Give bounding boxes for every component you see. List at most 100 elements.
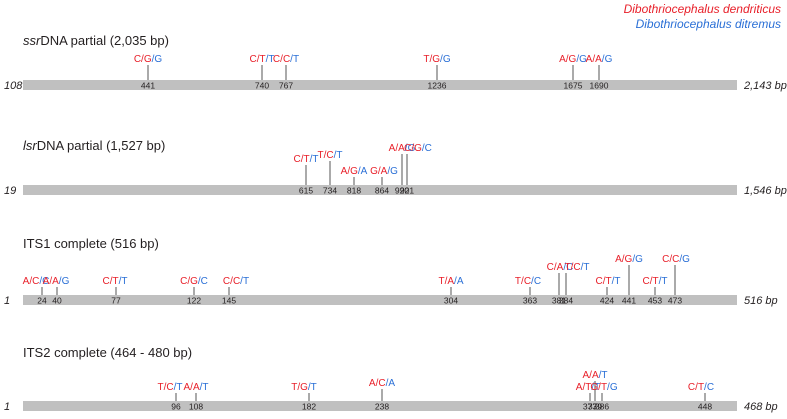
allele-separator: /	[589, 370, 592, 381]
allele-base: G	[390, 166, 398, 177]
allele-base: T	[291, 382, 297, 393]
allele-base: T	[312, 154, 318, 165]
allele-base: A	[576, 382, 583, 393]
variable-site: 381 C/A/C	[547, 262, 574, 306]
site-position-label: 864	[375, 186, 389, 196]
allele-separator: /	[280, 54, 283, 65]
allele-label: C/A/C	[547, 262, 574, 273]
allele-base: G	[432, 54, 440, 65]
allele-label: C/C/T	[273, 54, 299, 65]
allele-separator: /	[659, 276, 662, 287]
allele-base: T	[311, 382, 317, 393]
allele-label: A/G/G	[615, 254, 643, 265]
allele-separator: /	[334, 150, 337, 161]
allele-base: A	[381, 166, 388, 177]
allele-base: C	[32, 276, 39, 287]
end-position-label: 468 bp	[744, 401, 778, 413]
allele-base: G	[300, 382, 308, 393]
allele-base: C	[42, 276, 49, 287]
legend-entry-dendriticus: Dibothriocephalus dendriticus	[624, 2, 781, 16]
locus-title: ssrDNA partial (2,035 bp)	[23, 33, 169, 48]
allele-separator: /	[521, 276, 524, 287]
allele-separator: /	[454, 276, 457, 287]
allele-base: T	[601, 370, 607, 381]
allele-separator: /	[230, 276, 233, 287]
allele-base: A	[615, 254, 622, 265]
variable-site: 96T/C/T	[157, 382, 182, 412]
locus-title-rest: DNA partial (1,527 bp)	[37, 138, 166, 153]
allele-base: C	[662, 254, 669, 265]
allele-base: G	[154, 54, 162, 65]
allele-separator: /	[632, 254, 635, 265]
allele-separator: /	[119, 276, 122, 287]
site-position-label: 381	[552, 296, 566, 306]
site-position-label: 818	[347, 186, 361, 196]
allele-separator: /	[445, 276, 448, 287]
allele-base: C	[283, 54, 290, 65]
allele-separator: /	[387, 166, 390, 177]
allele-base: C	[249, 54, 256, 65]
allele-base: T	[157, 382, 163, 393]
allele-separator: /	[297, 382, 300, 393]
allele-base: T	[304, 154, 310, 165]
allele-label: C/T/T	[249, 54, 274, 65]
allele-base: C	[201, 276, 208, 287]
allele-separator: /	[599, 370, 602, 381]
allele-base: A	[52, 276, 59, 287]
allele-base: C	[547, 262, 554, 273]
allele-base: G	[443, 54, 451, 65]
allele-label: T/C/T	[317, 150, 342, 161]
loci-group: ssrDNA partial (2,035 bp)108 2,143 bp441C…	[4, 33, 787, 413]
site-position-label: 615	[299, 186, 313, 196]
allele-separator: /	[581, 262, 584, 273]
site-position-label: 386	[595, 402, 609, 412]
allele-base: A	[193, 382, 200, 393]
sequence-bar	[23, 295, 737, 305]
allele-base: T	[614, 276, 620, 287]
allele-separator: /	[612, 276, 615, 287]
variable-site: 740 C/T/T	[249, 54, 274, 91]
site-position-label: 740	[255, 81, 269, 91]
locus-title-prefix: lsr	[23, 138, 37, 153]
allele-separator: /	[411, 143, 414, 154]
allele-label: C/T/T	[595, 276, 620, 287]
start-position-label: 1	[4, 295, 10, 307]
allele-separator: /	[378, 166, 381, 177]
allele-separator: /	[669, 254, 672, 265]
allele-base: T	[260, 54, 266, 65]
locus-title-rest: ITS1 complete (516 bp)	[23, 236, 159, 251]
allele-label: T/C/T	[564, 262, 589, 273]
allele-separator: /	[440, 54, 443, 65]
allele-separator: /	[592, 54, 595, 65]
legend-entry-ditremus: Dibothriocephalus ditremus	[636, 17, 781, 31]
site-position-label: 122	[187, 296, 201, 306]
allele-base: A	[595, 54, 602, 65]
site-position-label: 441	[141, 81, 155, 91]
locus-0: ssrDNA partial (2,035 bp) 108 2,143 bp 441 C…	[4, 33, 787, 92]
site-position-label: 77	[111, 296, 121, 306]
allele-base: C	[642, 276, 649, 287]
allele-separator: /	[582, 382, 585, 393]
allele-base: A	[341, 166, 348, 177]
allele-separator: /	[531, 276, 534, 287]
allele-base: A	[388, 378, 395, 389]
allele-separator: /	[679, 254, 682, 265]
allele-separator: /	[405, 143, 408, 154]
allele-separator: /	[554, 262, 557, 273]
allele-separator: /	[110, 276, 113, 287]
sequence-bar	[23, 401, 737, 411]
site-position-label: 1236	[428, 81, 447, 91]
locus-title-rest: ITS2 complete (464 - 480 bp)	[23, 345, 192, 360]
allele-label: C/T/T	[642, 276, 667, 287]
allele-separator: /	[200, 382, 203, 393]
allele-label: A/A/G	[389, 143, 416, 154]
